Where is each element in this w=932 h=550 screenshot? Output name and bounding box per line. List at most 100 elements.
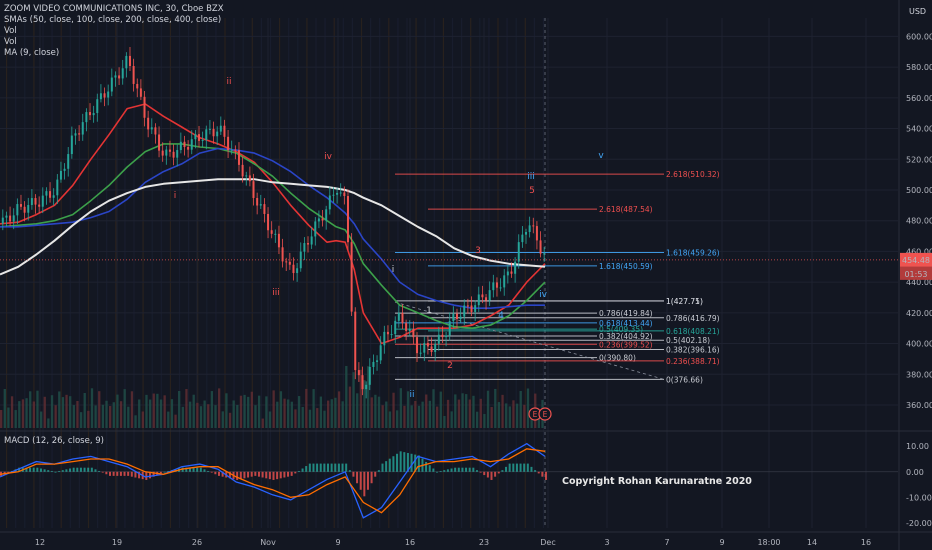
volume-bar xyxy=(87,410,90,428)
fibonacci-levels[interactable]: 2.618(510.32) 2.618(487.54) 1.618(459.26) 1… xyxy=(394,170,720,384)
price-tick-label[interactable]: 580.00 xyxy=(906,63,932,72)
session-band xyxy=(479,18,481,528)
candle-body xyxy=(245,175,248,177)
price-tick-label[interactable]: 480.00 xyxy=(906,217,932,226)
fib-level-label[interactable]: 1.618(450.59) xyxy=(599,262,653,271)
session-band xyxy=(533,18,535,528)
macd-histogram-bar xyxy=(377,470,380,472)
time-tick-label[interactable]: 23 xyxy=(479,538,489,547)
volume-bar xyxy=(3,388,6,428)
volume-bar xyxy=(109,406,112,428)
price-tick-label[interactable]: 560.00 xyxy=(906,94,932,103)
fib-level-label[interactable]: 0.236(399.52) xyxy=(599,340,653,349)
price-tick-label[interactable]: 360.00 xyxy=(906,401,932,410)
fib-level-label[interactable]: 1(427.75) xyxy=(666,297,703,306)
time-tick-label[interactable]: 9 xyxy=(335,538,340,547)
fib-level-label[interactable]: 0.786(419.84) xyxy=(599,309,653,318)
session-band xyxy=(51,18,53,528)
fib-level-label[interactable]: 0(390.80) xyxy=(599,354,636,363)
macd-histogram-bar xyxy=(69,468,72,472)
volume-bar xyxy=(530,411,533,428)
macd-legend[interactable]: MACD (12, 26, close, 9) xyxy=(4,436,104,446)
fib-level-label[interactable]: 0.236(388.71) xyxy=(666,357,720,366)
session-band xyxy=(60,18,62,528)
time-tick-label[interactable]: 9 xyxy=(719,538,724,547)
candle-body xyxy=(386,331,389,335)
macd-pane xyxy=(0,442,898,519)
macd-histogram-bar xyxy=(94,469,97,472)
fib-level-label[interactable]: 1.618(459.26) xyxy=(666,249,720,258)
fib-level-label[interactable]: 0(376.66) xyxy=(666,375,703,384)
volume-bar xyxy=(468,399,471,428)
volume-bar xyxy=(439,391,442,428)
price-tick-label[interactable]: 400.00 xyxy=(906,340,932,349)
time-tick-label[interactable]: 18:00 xyxy=(757,538,780,547)
vol-legend-1[interactable]: Vol xyxy=(4,26,17,36)
price-tick-label[interactable]: 380.00 xyxy=(906,370,932,379)
volume-bar xyxy=(410,405,413,428)
macd-histogram-bar xyxy=(257,471,260,477)
macd-histogram-bar xyxy=(32,467,35,472)
macd-tick-label[interactable]: -20.00 xyxy=(906,519,932,528)
fib-level-label[interactable]: 0.382(404.92) xyxy=(599,332,653,341)
macd-tick-label[interactable]: 10.00 xyxy=(906,442,929,451)
candle-body xyxy=(481,294,484,298)
macd-histogram-bar xyxy=(436,471,438,473)
vol-legend-2[interactable]: Vol xyxy=(4,37,17,47)
fib-level-label[interactable]: 0.618(413.44) xyxy=(599,319,653,328)
time-tick-label[interactable]: Nov xyxy=(260,538,276,547)
session-band xyxy=(15,18,17,528)
earnings-marker[interactable] xyxy=(538,407,552,421)
time-tick-label[interactable]: 16 xyxy=(405,538,415,547)
fib-level-label[interactable]: 2.618(487.54) xyxy=(599,205,653,214)
time-tick-label[interactable]: 12 xyxy=(35,538,45,547)
candle-body xyxy=(383,331,386,346)
session-band xyxy=(33,18,35,528)
volume-bar xyxy=(79,412,83,428)
macd-tick-label[interactable]: -10.00 xyxy=(906,493,932,502)
fib-level-label[interactable]: 1(427.71) xyxy=(666,297,703,306)
volume-bar xyxy=(515,403,519,428)
macd-histogram-bar xyxy=(138,471,141,479)
fib-level-label[interactable]: 0.5(402.18) xyxy=(666,336,710,345)
time-tick-label[interactable]: 26 xyxy=(192,538,202,547)
volume-bar xyxy=(425,394,428,428)
fib-level-label[interactable]: 0.618(408.21) xyxy=(666,327,720,336)
volume-bar xyxy=(36,390,39,428)
macd-tick-label[interactable]: 0.00 xyxy=(906,468,924,477)
macd-histogram-bar xyxy=(188,467,191,472)
volume-bar xyxy=(196,402,199,428)
wave-label: ii xyxy=(409,390,414,400)
price-tick-label[interactable]: 500.00 xyxy=(906,186,932,195)
time-tick-label[interactable]: 19 xyxy=(112,538,122,547)
sma-legend[interactable]: SMAs (50, close, 100, close, 200, close,… xyxy=(4,15,222,25)
candle-body xyxy=(292,264,295,274)
price-tick-label[interactable]: 420.00 xyxy=(906,309,932,318)
volume-bar xyxy=(319,396,323,428)
time-tick-label[interactable]: 7 xyxy=(664,538,669,547)
volume-bar xyxy=(490,407,493,428)
fib-level-label[interactable]: 0.5(409.35) xyxy=(599,325,643,334)
candle-body xyxy=(455,313,458,320)
symbol-title[interactable]: ZOOM VIDEO COMMUNICATIONS INC, 30, Cboe … xyxy=(4,4,224,14)
time-tick-label[interactable]: 3 xyxy=(604,538,609,547)
macd-histogram-bar xyxy=(446,469,449,472)
ma-legend[interactable]: MA (9, close) xyxy=(4,48,60,58)
price-tick-label[interactable]: 460.00 xyxy=(906,247,932,256)
time-tick-label[interactable]: 16 xyxy=(861,538,871,547)
time-tick-label[interactable]: Dec xyxy=(540,538,555,547)
price-tick-label[interactable]: 440.00 xyxy=(906,278,932,287)
fib-level-label[interactable]: 2.618(510.32) xyxy=(666,170,720,179)
session-band xyxy=(288,18,290,528)
macd-histogram-bar xyxy=(406,452,409,472)
price-tick-label[interactable]: 540.00 xyxy=(906,125,932,134)
price-tick-label[interactable]: 520.00 xyxy=(906,155,932,164)
volume-bar xyxy=(436,406,439,428)
time-tick-label[interactable]: 14 xyxy=(807,538,817,547)
candle-body xyxy=(466,305,469,307)
fib-level-label[interactable]: 0.786(416.79) xyxy=(666,314,720,323)
price-tick-label[interactable]: 600.00 xyxy=(906,32,932,41)
fib-level-label[interactable]: 0.382(396.16) xyxy=(666,345,720,354)
